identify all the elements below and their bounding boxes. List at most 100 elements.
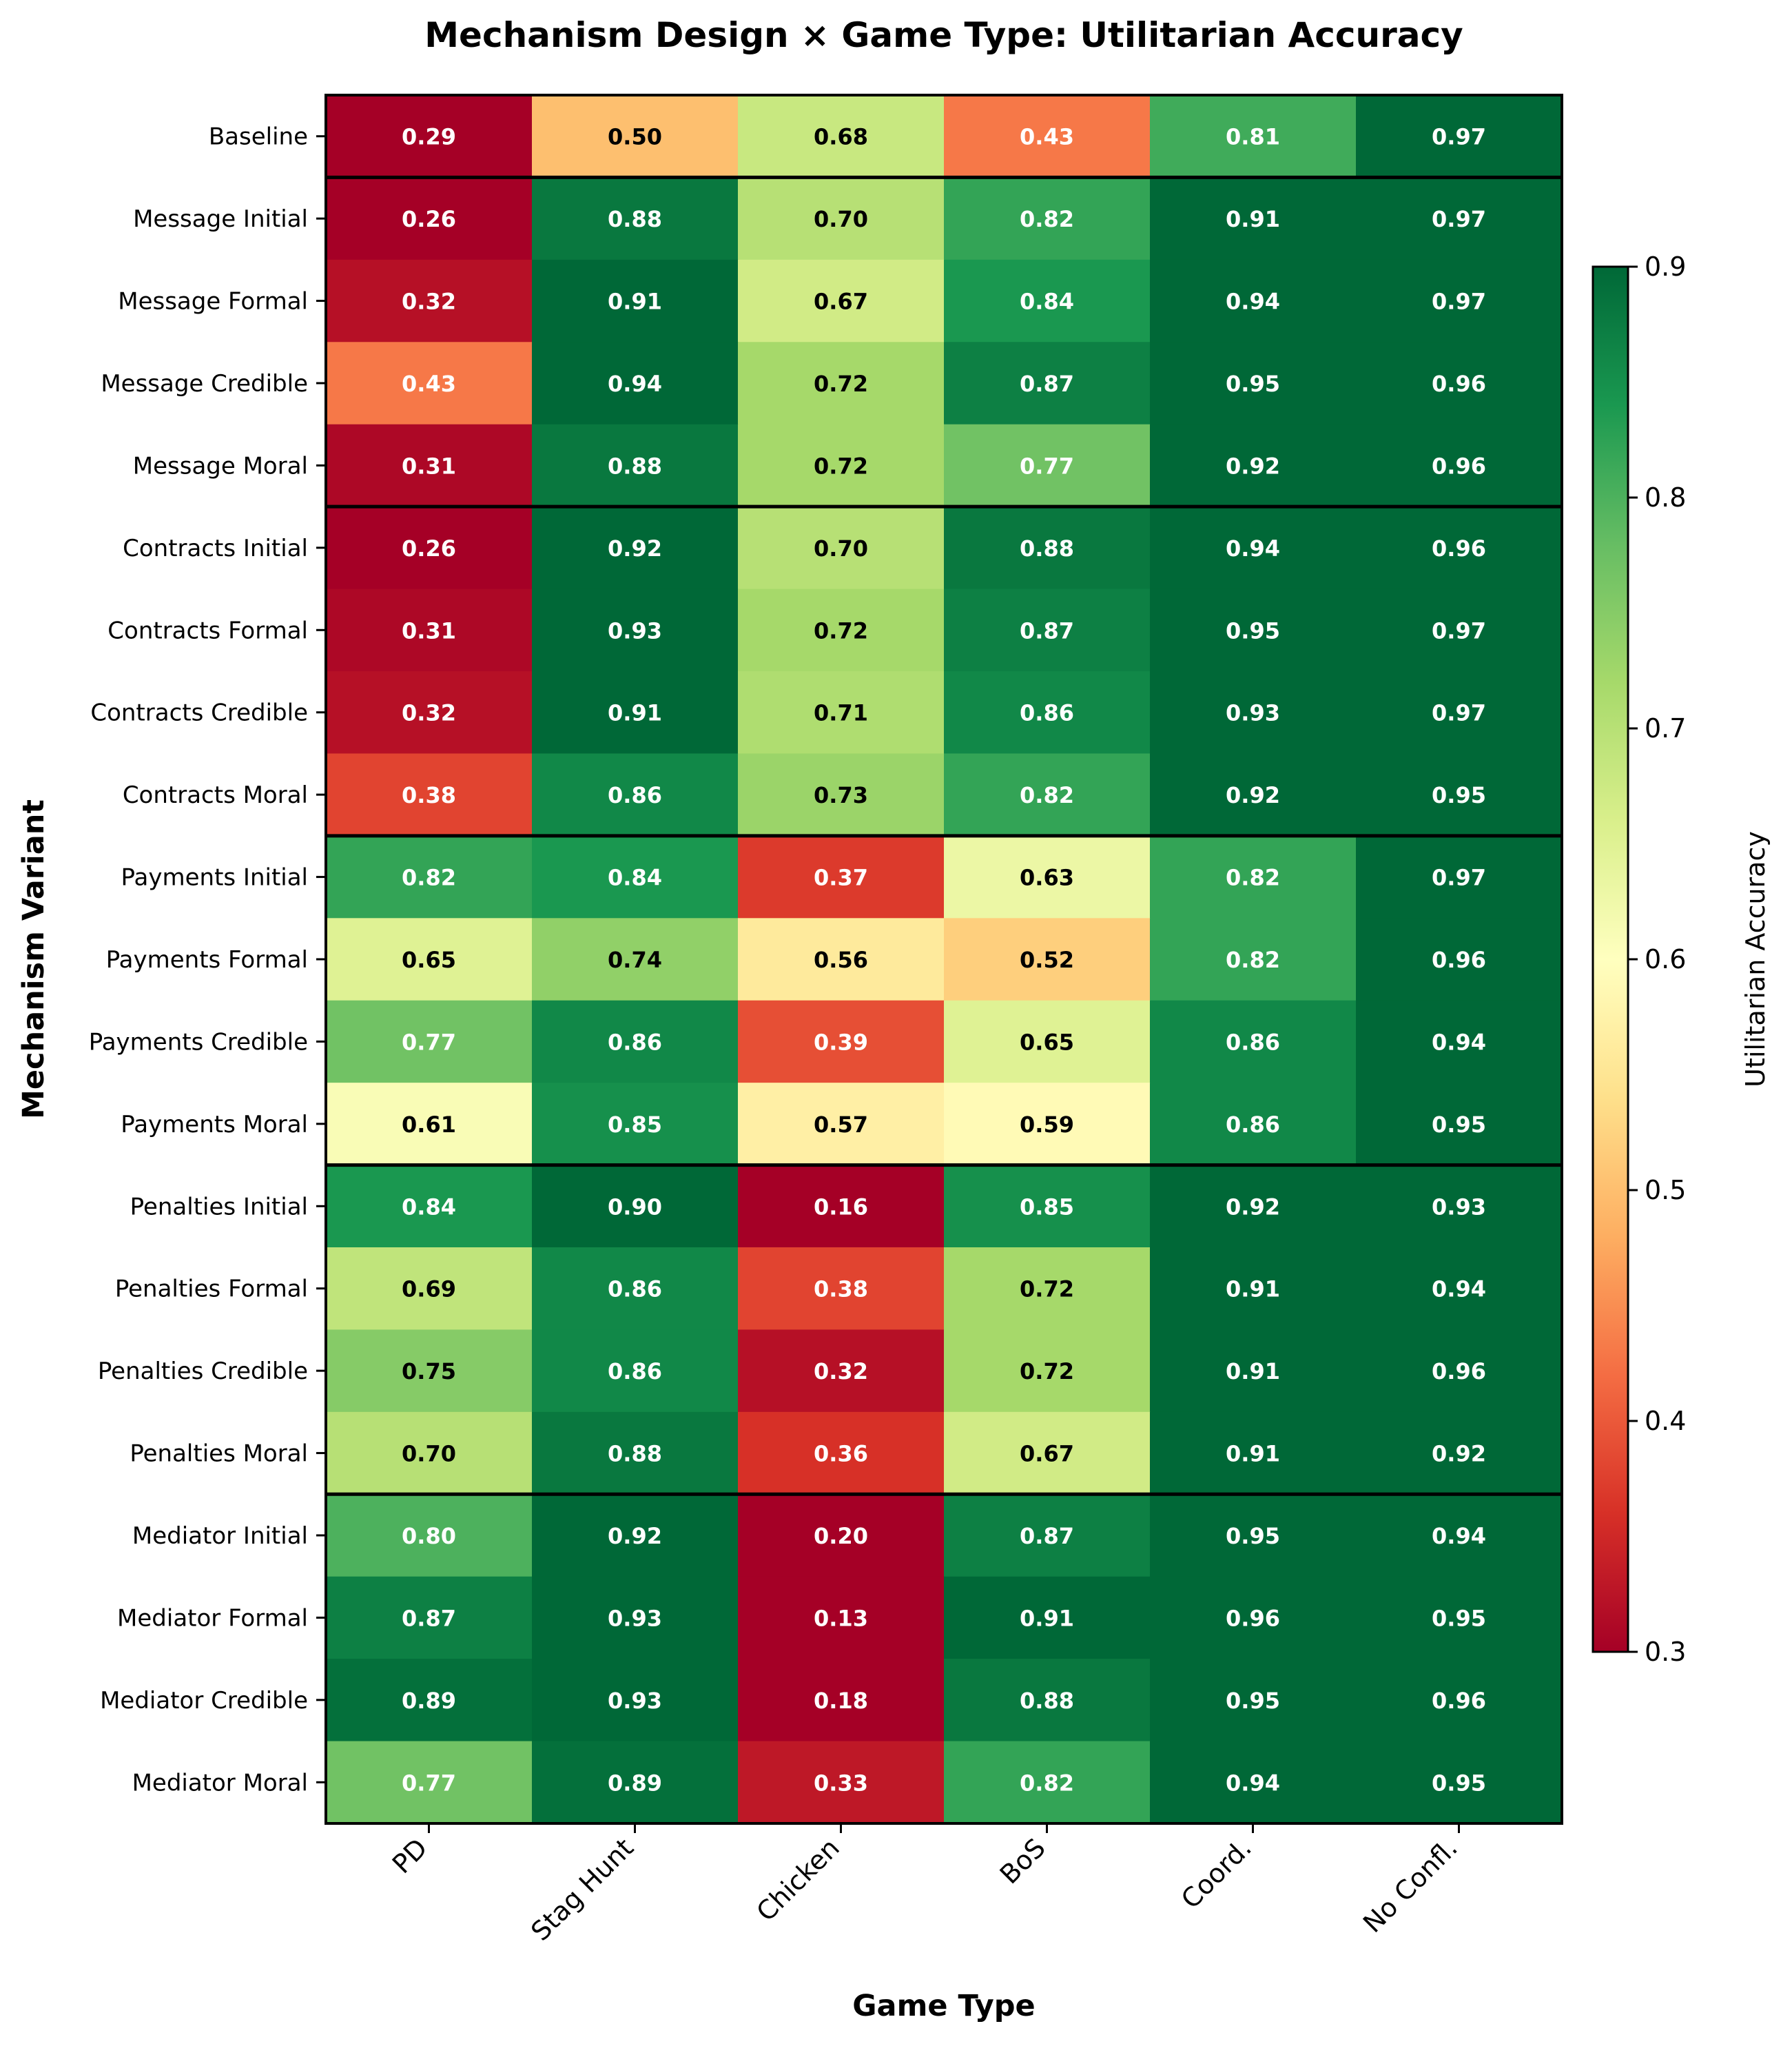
cell-value-label: 0.91 [608, 289, 662, 315]
heatmap-cell [944, 1411, 1151, 1495]
heatmap-cell [326, 1329, 533, 1413]
cell-value-label: 0.95 [1226, 1523, 1280, 1549]
heatmap-cell [326, 1000, 533, 1083]
heatmap-cell [1356, 589, 1563, 672]
cell-value-label: 0.89 [608, 1770, 662, 1796]
cell-value-label: 0.97 [1432, 865, 1486, 891]
y-tick-label: Contracts Moral [123, 781, 308, 809]
cell-value-label: 0.13 [814, 1605, 868, 1631]
cell-value-label: 0.63 [1020, 865, 1074, 891]
cell-value-label: 0.72 [814, 617, 868, 644]
y-tick-label: Contracts Initial [123, 535, 308, 562]
heatmap-cell [738, 95, 945, 178]
cell-value-label: 0.32 [402, 289, 456, 315]
heatmap-cell [326, 342, 533, 425]
heatmap-cell [1356, 1576, 1563, 1659]
cell-value-label: 0.37 [814, 865, 868, 891]
cell-value-label: 0.92 [608, 535, 662, 562]
cell-value-label: 0.93 [608, 1688, 662, 1714]
cell-value-label: 0.91 [1226, 206, 1280, 232]
cell-value-label: 0.39 [814, 1029, 868, 1055]
cell-value-label: 0.26 [402, 535, 456, 562]
y-tick-label: Penalties Initial [130, 1193, 308, 1220]
cell-value-label: 0.87 [1020, 371, 1074, 397]
heatmap-cell [532, 753, 739, 837]
cell-value-label: 0.89 [402, 1688, 456, 1714]
heatmap-cell [1356, 424, 1563, 507]
y-tick-label: Penalties Credible [98, 1358, 308, 1385]
cell-value-label: 0.56 [814, 947, 868, 973]
cell-value-label: 0.61 [402, 1112, 456, 1138]
heatmap-cell [532, 424, 739, 507]
cell-value-label: 0.92 [608, 1523, 662, 1549]
heatmap-cell [944, 95, 1151, 178]
heatmap-cells [326, 95, 1563, 1824]
heatmap-cell [738, 424, 945, 507]
cell-value-label: 0.94 [608, 371, 662, 397]
heatmap-cell [532, 1083, 739, 1166]
heatmap-cell [1356, 1741, 1563, 1824]
cell-value-label: 0.93 [608, 617, 662, 644]
heatmap-cell [1356, 177, 1563, 260]
cell-value-label: 0.95 [1432, 782, 1486, 808]
cell-value-label: 0.92 [1226, 782, 1280, 808]
cell-value-label: 0.43 [402, 371, 456, 397]
y-tick-label: Message Formal [118, 288, 308, 316]
group-separators [326, 175, 1562, 1496]
heatmap-cell [1356, 753, 1563, 837]
heatmap-cell [944, 753, 1151, 837]
cell-value-label: 0.72 [1020, 1358, 1074, 1384]
x-axis: PD Stag Hunt Chicken BoS Coord. No Confl. [387, 1823, 1463, 1947]
heatmap-cell [1356, 259, 1563, 342]
heatmap-cell [738, 671, 945, 755]
heatmap-cell [738, 918, 945, 1001]
heatmap-cell [532, 1659, 739, 1742]
y-tick-label: Message Initial [133, 205, 308, 233]
cell-value-label: 0.65 [402, 947, 456, 973]
cell-value-label: 0.86 [1020, 700, 1074, 726]
heatmap-cell [944, 1659, 1151, 1742]
heatmap-cell [1356, 1083, 1563, 1166]
heatmap-cell [532, 95, 739, 178]
cell-value-label: 0.94 [1432, 1029, 1486, 1055]
heatmap-cell [944, 589, 1151, 672]
cell-value-label: 0.18 [814, 1688, 868, 1714]
cell-value-label: 0.31 [402, 453, 456, 479]
chart-title: Mechanism Design × Game Type: Utilitaria… [424, 15, 1463, 55]
heatmap-cell [944, 1329, 1151, 1413]
cell-value-label: 0.77 [402, 1029, 456, 1055]
cell-value-label: 0.84 [608, 865, 662, 891]
cell-value-label: 0.96 [1226, 1605, 1280, 1631]
heatmap-cell [1150, 259, 1357, 342]
cell-value-label: 0.95 [1432, 1605, 1486, 1631]
heatmap-cell [1150, 1494, 1357, 1577]
heatmap-cell [738, 507, 945, 590]
cell-value-label: 0.86 [608, 1029, 662, 1055]
cell-value-label: 0.96 [1432, 371, 1486, 397]
cell-value-label: 0.88 [608, 453, 662, 479]
heatmap-cell [738, 1411, 945, 1495]
cell-value-label: 0.82 [1226, 865, 1280, 891]
cell-value-label: 0.87 [1020, 617, 1074, 644]
heatmap-cell [944, 177, 1151, 260]
cell-value-label: 0.72 [814, 371, 868, 397]
colorbar-tick-label: 0.7 [1645, 713, 1686, 744]
heatmap-cell [1356, 1411, 1563, 1495]
cell-value-label: 0.82 [402, 865, 456, 891]
heatmap-cell [1150, 424, 1357, 507]
cell-value-label: 0.36 [814, 1441, 868, 1467]
cell-value-label: 0.85 [608, 1112, 662, 1138]
heatmap-cell [1356, 1494, 1563, 1577]
cell-value-label: 0.32 [814, 1358, 868, 1384]
cell-value-label: 0.86 [1226, 1029, 1280, 1055]
heatmap-cell [326, 671, 533, 755]
cell-value-label: 0.85 [1020, 1194, 1074, 1220]
cell-value-label: 0.31 [402, 617, 456, 644]
cell-value-label: 0.59 [1020, 1112, 1074, 1138]
cell-value-label: 0.94 [1226, 535, 1280, 562]
cell-value-label: 0.87 [1020, 1523, 1074, 1549]
heatmap-cell [1150, 753, 1357, 837]
cell-value-label: 0.82 [1020, 1770, 1074, 1796]
x-tick-label: Coord. [1175, 1832, 1257, 1914]
